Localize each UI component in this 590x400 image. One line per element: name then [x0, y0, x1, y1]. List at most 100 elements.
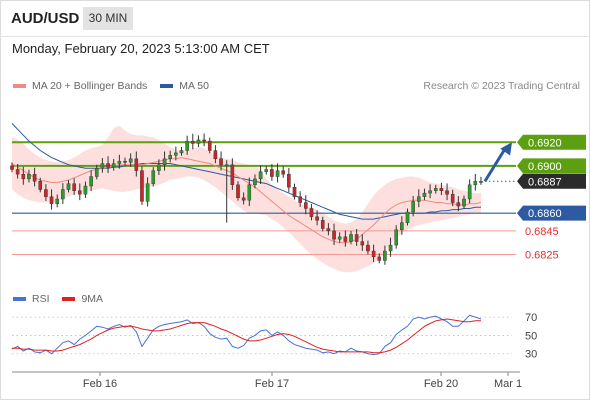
level-0-6825-label: 0.6825 — [525, 250, 559, 262]
ma20-line — [11, 157, 482, 244]
forecast-arrow — [483, 142, 512, 183]
x-tick-label: Feb 20 — [424, 378, 458, 390]
candle-body — [253, 178, 257, 186]
candle-body — [400, 222, 404, 230]
candle-body — [349, 234, 353, 242]
candle — [377, 253, 382, 264]
candle-body — [439, 188, 444, 191]
candle — [190, 133, 195, 150]
candle — [44, 184, 48, 201]
bollinger-band — [12, 125, 481, 273]
candle — [309, 203, 314, 221]
candle — [298, 191, 302, 207]
level-0-6887-tag — [517, 173, 586, 189]
candle — [320, 216, 325, 232]
candle — [343, 230, 348, 247]
candle-body — [433, 188, 438, 191]
candle-body — [422, 192, 427, 197]
candle — [151, 167, 156, 187]
candle — [388, 237, 393, 257]
candle-body — [309, 208, 314, 217]
candle-body — [128, 158, 133, 163]
legend-ma50: MA 50 — [160, 80, 209, 92]
rsi-tick-30: 30 — [525, 349, 537, 361]
candle — [473, 173, 478, 191]
candle — [224, 160, 229, 223]
candle — [371, 244, 376, 263]
rsi-tick-50: 50 — [525, 330, 537, 342]
level-0-6900-label: 0.6900 — [528, 161, 562, 173]
candle-body — [417, 196, 421, 202]
candle — [219, 151, 223, 171]
candle — [439, 182, 444, 196]
legend-rsi: RSI — [13, 293, 50, 305]
legend-9ma-label: 9MA — [81, 293, 104, 305]
x-tick-label: Feb 16 — [83, 378, 117, 390]
candle — [275, 163, 280, 183]
candle — [383, 245, 387, 265]
candle — [202, 133, 206, 147]
candle-body — [134, 158, 139, 171]
legend-9ma: 9MA — [62, 293, 103, 305]
candle-body — [44, 189, 48, 197]
candle — [72, 178, 76, 196]
legend-ma50-label: MA 50 — [179, 80, 209, 92]
candle — [287, 167, 291, 193]
candle-body — [117, 160, 122, 164]
candle — [304, 195, 308, 215]
candle — [479, 176, 483, 185]
legend-rsi-label: RSI — [32, 293, 50, 305]
candle-body — [388, 244, 393, 252]
candle — [83, 181, 88, 198]
candle-body — [405, 211, 410, 223]
candle — [21, 166, 26, 185]
level-0-6920-label: 0.6920 — [528, 137, 562, 149]
candle-body — [10, 165, 14, 170]
candle-body — [275, 170, 280, 177]
candle — [61, 183, 65, 205]
candle-body — [258, 171, 263, 180]
rsi-legend: RSI 9MA — [13, 293, 113, 305]
candle — [140, 166, 144, 205]
candle-body — [219, 158, 223, 165]
candle — [264, 165, 269, 175]
candle — [394, 225, 399, 249]
candle-body — [230, 164, 235, 186]
candle — [337, 232, 342, 243]
candle — [354, 229, 359, 246]
candle-body — [224, 164, 229, 167]
candle-body — [473, 181, 478, 186]
candle-body — [315, 216, 319, 221]
chart-datetime: Monday, February 20, 2023 5:13:00 AM CET — [12, 41, 270, 56]
candle-body — [151, 170, 156, 184]
candle — [270, 164, 274, 181]
candle-body — [304, 202, 308, 209]
candle — [123, 157, 127, 166]
candle-body — [337, 236, 342, 240]
candle-body — [236, 184, 240, 199]
candle-body — [428, 190, 432, 194]
candle-body — [247, 184, 252, 201]
candle — [411, 195, 415, 217]
candle — [106, 156, 110, 173]
candle — [15, 164, 20, 179]
candle-body — [411, 201, 415, 213]
candle — [292, 183, 297, 200]
candle — [349, 230, 353, 245]
symbol-title: AUD/USD — [11, 10, 80, 27]
candle — [462, 195, 466, 209]
chart-header: AUD/USD 30 MIN — [0, 0, 590, 37]
candle-body — [343, 236, 348, 242]
candle-body — [89, 176, 93, 187]
timeframe-badge[interactable]: 30 MIN — [83, 7, 133, 30]
candle-body — [21, 173, 26, 180]
candle-body — [55, 198, 59, 204]
level-0-6860-label: 0.6860 — [528, 208, 562, 220]
candle-body — [168, 155, 173, 160]
candle — [66, 180, 71, 193]
candle-body — [467, 184, 472, 200]
candle-body — [287, 173, 291, 188]
legend-ma20-label: MA 20 + Bollinger Bands — [32, 80, 148, 92]
forecast-arrow-shaft — [483, 146, 508, 183]
candle-body — [106, 163, 110, 168]
